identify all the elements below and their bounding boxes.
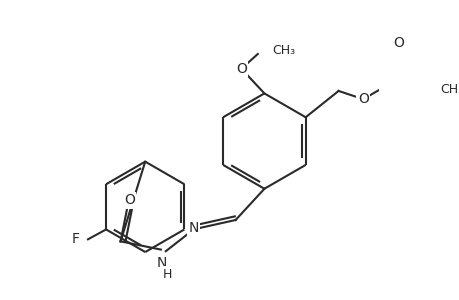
Text: CH₃: CH₃ xyxy=(440,83,459,96)
Text: CH₃: CH₃ xyxy=(272,44,295,57)
Text: O: O xyxy=(357,92,368,106)
Text: O: O xyxy=(124,193,135,207)
Text: F: F xyxy=(72,232,79,246)
Text: O: O xyxy=(235,62,246,76)
Text: H: H xyxy=(162,268,172,281)
Text: N: N xyxy=(188,221,198,235)
Text: O: O xyxy=(392,36,403,50)
Text: N: N xyxy=(157,256,167,270)
